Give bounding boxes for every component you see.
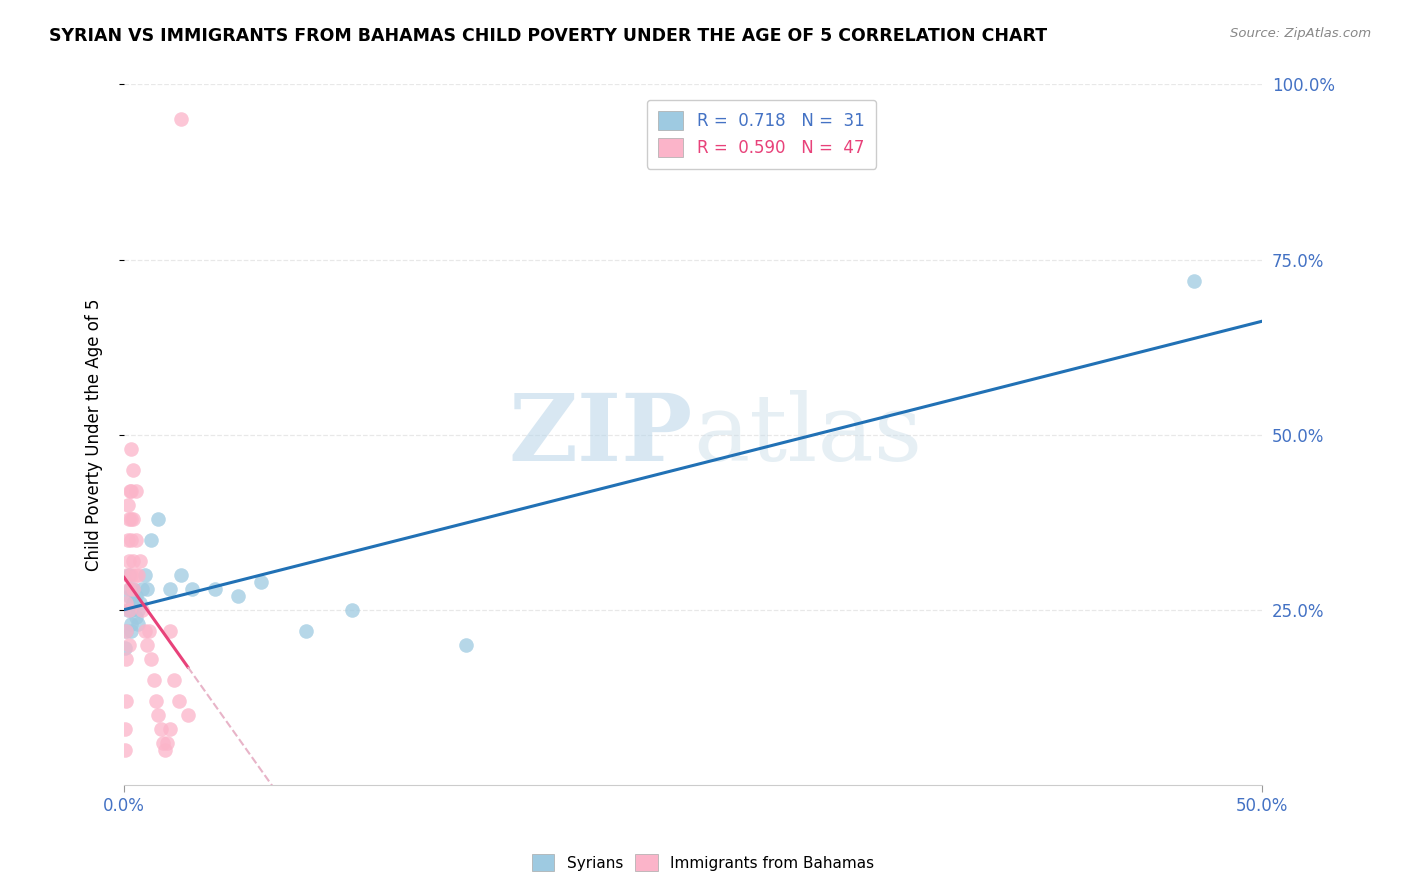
Point: [129, 554, 152, 568]
Point: [204, 582, 226, 596]
Point: [120, 483, 142, 498]
Point: [114, 743, 136, 757]
Point: [120, 616, 142, 631]
Point: [148, 511, 170, 525]
Legend: R =  0.718   N =  31, R =  0.590   N =  47: R = 0.718 N = 31, R = 0.590 N = 47: [647, 100, 876, 169]
Point: [148, 707, 170, 722]
Point: [122, 596, 145, 610]
Point: [118, 602, 141, 616]
Point: [115, 596, 138, 610]
Point: [156, 736, 179, 750]
Point: [134, 567, 156, 582]
Point: [120, 511, 142, 525]
Point: [118, 567, 141, 582]
Point: [115, 624, 138, 638]
Point: [149, 722, 172, 736]
Point: [170, 112, 193, 127]
Point: [249, 574, 271, 589]
Point: [114, 641, 136, 656]
Point: [122, 582, 145, 596]
Point: [122, 511, 145, 525]
Point: [124, 483, 146, 498]
Point: [135, 582, 157, 596]
Point: [118, 582, 141, 596]
Point: [115, 567, 138, 582]
Point: [118, 554, 141, 568]
Point: [134, 624, 156, 638]
Point: [120, 624, 142, 638]
Point: [295, 624, 318, 638]
Point: [114, 694, 136, 708]
Point: [118, 511, 141, 525]
Point: [129, 596, 152, 610]
Point: [454, 638, 477, 652]
Point: [118, 483, 141, 498]
Point: [122, 462, 145, 476]
Point: [124, 609, 146, 624]
Point: [142, 673, 165, 687]
Point: [122, 582, 145, 596]
Point: [141, 651, 163, 665]
Point: [340, 602, 363, 616]
Point: [120, 442, 142, 456]
Point: [141, 533, 163, 547]
Point: [170, 567, 193, 582]
Point: [1182, 273, 1205, 287]
Point: [117, 498, 139, 512]
Point: [145, 694, 167, 708]
Point: [226, 589, 249, 603]
Point: [127, 602, 149, 616]
Point: [152, 736, 174, 750]
Point: [124, 533, 146, 547]
Point: [120, 567, 142, 582]
Point: [124, 589, 146, 603]
Point: [131, 602, 153, 616]
Text: SYRIAN VS IMMIGRANTS FROM BAHAMAS CHILD POVERTY UNDER THE AGE OF 5 CORRELATION C: SYRIAN VS IMMIGRANTS FROM BAHAMAS CHILD …: [49, 27, 1047, 45]
Legend: Syrians, Immigrants from Bahamas: Syrians, Immigrants from Bahamas: [526, 848, 880, 877]
Point: [118, 638, 141, 652]
Point: [138, 624, 160, 638]
Point: [135, 638, 157, 652]
Point: [118, 582, 141, 596]
Text: Source: ZipAtlas.com: Source: ZipAtlas.com: [1230, 27, 1371, 40]
Point: [159, 582, 181, 596]
Point: [117, 602, 139, 616]
Point: [159, 624, 181, 638]
Point: [114, 722, 136, 736]
Y-axis label: Child Poverty Under the Age of 5: Child Poverty Under the Age of 5: [86, 298, 103, 571]
Point: [117, 533, 139, 547]
Point: [159, 722, 181, 736]
Point: [118, 589, 141, 603]
Point: [127, 616, 149, 631]
Point: [120, 533, 142, 547]
Point: [115, 624, 138, 638]
Text: ZIP: ZIP: [509, 390, 693, 480]
Point: [177, 707, 200, 722]
Point: [163, 673, 186, 687]
Point: [127, 567, 149, 582]
Point: [115, 651, 138, 665]
Point: [120, 602, 142, 616]
Point: [167, 694, 190, 708]
Point: [181, 582, 204, 596]
Point: [124, 567, 146, 582]
Point: [153, 743, 176, 757]
Point: [131, 582, 153, 596]
Point: [122, 554, 145, 568]
Text: atlas: atlas: [693, 390, 922, 480]
